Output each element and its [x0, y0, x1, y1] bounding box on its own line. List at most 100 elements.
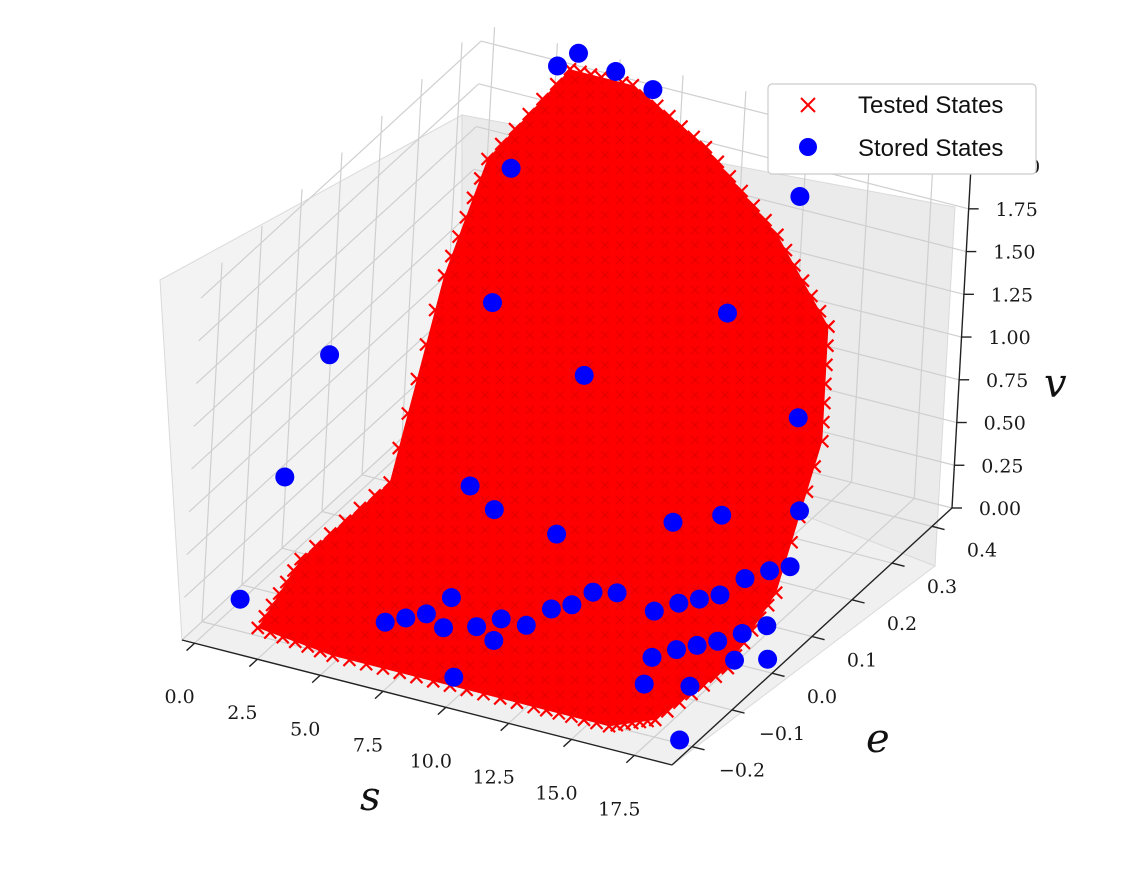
tested-state-marker [672, 695, 687, 710]
tested-state-marker [428, 303, 442, 317]
legend-dot-marker [799, 138, 817, 156]
e-tick-mark [731, 709, 745, 714]
stored-state-point [562, 595, 582, 615]
tested-state-marker [293, 552, 308, 566]
e-tick-mark [931, 525, 945, 531]
stored-state-point [491, 609, 511, 629]
stored-state-point [547, 524, 567, 544]
legend-box [767, 83, 1037, 175]
stored-state-point [320, 345, 340, 365]
tested-state-marker [409, 670, 424, 684]
stored-state-point [634, 674, 654, 694]
tested-state-marker [626, 78, 640, 93]
stored-state-point [689, 589, 709, 609]
stored-state-point [669, 593, 689, 613]
tested-state-marker [466, 191, 480, 205]
tested-state-marker [722, 169, 737, 184]
s-tick-mark [248, 658, 258, 668]
stored-state-point [275, 467, 295, 487]
tested-state-marker [796, 273, 810, 288]
stored-state-point [583, 582, 603, 602]
gridline-v-left [193, 168, 475, 427]
tested-state-marker [648, 713, 663, 727]
tested-state-marker [526, 700, 541, 714]
tested-state-marker [308, 539, 323, 554]
tested-state-marker [476, 687, 491, 701]
tested-state-marker [473, 171, 488, 186]
tested-states-region [257, 69, 829, 727]
tested-state-marker [734, 184, 749, 198]
legend-tested-states: Tested States [858, 92, 1003, 119]
tested-state-marker [391, 441, 406, 455]
tested-state-marker [426, 674, 440, 689]
gridline-v-left [200, 40, 482, 299]
tested-state-marker [451, 229, 466, 244]
tested-state-marker [300, 639, 315, 654]
stored-state-point [541, 599, 561, 619]
stored-state-point [708, 631, 728, 651]
tested-state-marker [323, 526, 338, 541]
s-tick-label: 0.0 [164, 686, 194, 708]
stored-state-point [569, 43, 588, 63]
stored-state-point [790, 501, 809, 521]
stored-state-point [670, 730, 690, 750]
legend: Tested States Stored States [767, 83, 1037, 175]
s-tick-mark [311, 674, 321, 684]
v-tick-label: 0.25 [981, 455, 1023, 477]
stored-state-point [712, 505, 732, 525]
stored-state-point [484, 500, 504, 520]
tested-state-marker [769, 585, 783, 600]
tested-state-marker [594, 70, 609, 84]
s-tick-label: 15.0 [535, 782, 577, 804]
stored-state-point [548, 56, 567, 76]
tested-state-marker [686, 130, 701, 144]
stored-state-point [780, 557, 800, 577]
gridline-v-left [195, 126, 477, 385]
tested-state-marker [770, 228, 785, 242]
tested-state-marker [708, 669, 723, 684]
tested-state-marker [265, 598, 279, 612]
legend-x-marker [800, 97, 816, 113]
v-tick-label: 0.50 [984, 413, 1026, 435]
tested-states-edge-markers [250, 62, 836, 733]
stored-state-point [606, 62, 626, 81]
tested-state-marker [275, 630, 290, 644]
e-tick-label: 0.3 [927, 576, 957, 598]
e-tick-label: −0.1 [759, 723, 805, 745]
stored-state-point [642, 647, 662, 667]
stored-state-point [574, 365, 594, 385]
tested-state-marker [392, 666, 407, 680]
s-tick-mark [500, 722, 510, 732]
tested-state-marker [493, 691, 507, 706]
tested-state-marker [535, 92, 550, 106]
tested-state-marker [508, 122, 522, 136]
v-tick-label: 1.75 [996, 199, 1038, 221]
v-tick-label: 0.00 [979, 498, 1021, 520]
tested-state-marker [711, 155, 725, 169]
stored-state-point [687, 635, 707, 655]
s-axis-line [181, 639, 673, 766]
tested-state-marker [813, 304, 827, 319]
tested-state-marker [816, 415, 831, 429]
stored-state-point [718, 303, 737, 323]
tested-state-marker [577, 713, 591, 727]
stored-state-point [735, 569, 755, 589]
s-tick-mark [186, 642, 196, 652]
stored-state-point [396, 608, 416, 628]
tested-state-marker [510, 695, 524, 710]
tested-state-marker [250, 621, 265, 635]
tested-state-marker [821, 319, 836, 334]
e-tick-mark [851, 599, 865, 604]
stored-state-point [732, 624, 752, 643]
tested-state-marker [279, 575, 294, 589]
tested-state-marker [459, 683, 474, 697]
tested-state-marker [696, 678, 711, 693]
s-tick-label: 7.5 [353, 734, 383, 756]
tested-state-marker [444, 249, 459, 263]
tested-state-marker [800, 484, 814, 499]
stored-state-point [663, 512, 683, 532]
e-axis-label: e [866, 716, 890, 762]
tested-state-marker [584, 67, 598, 82]
stored-state-point [375, 612, 395, 632]
s-tick-label: 10.0 [410, 750, 452, 772]
